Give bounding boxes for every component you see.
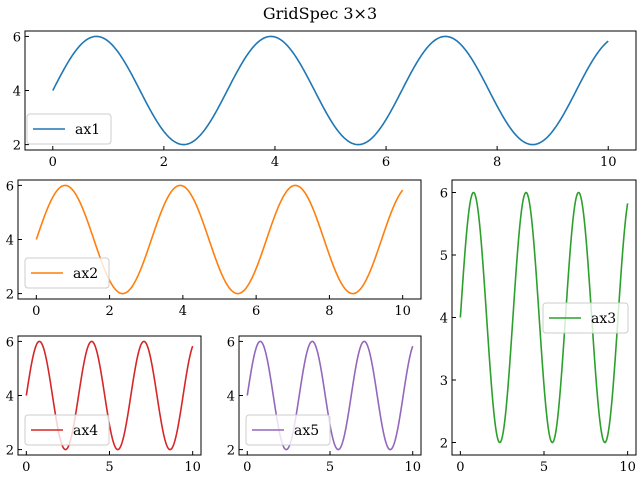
y-tick-label: 6 [6,335,14,350]
legend-box [542,302,629,334]
legend-label-ax3: ax3 [591,311,616,327]
legend-box [24,414,110,446]
axes-ax2: 0 2 4 6 8 10 2 4 6 ax2 [6,179,422,319]
x-tick-label: 10 [404,460,421,475]
legend-box [245,414,331,446]
x-tick-label: 6 [382,155,390,170]
y-tick-label: 2 [6,288,14,303]
y-tick-label: 2 [440,437,448,452]
x-tick-label: 4 [271,155,279,170]
legend-ax2: ax2 [24,257,110,289]
x-tick-label: 2 [105,304,113,319]
x-tick-label: 6 [252,304,260,319]
series-line-ax3 [459,191,629,444]
axes-ax1: 0 2 4 6 8 10 2 4 6 ax1 [13,30,637,170]
axes-ax5: 0 5 10 2 4 6 ax5 [227,335,422,475]
x-tick-label: 0 [32,304,40,319]
x-tick-label: 5 [540,460,548,475]
y-tick-label: 4 [227,390,235,405]
x-tick-label: 0 [22,460,30,475]
y-tick-label: 4 [6,234,14,249]
legend-box [24,257,110,289]
x-tick-label: 10 [394,304,411,319]
y-tick-label: 6 [6,179,14,194]
x-tick-label: 0 [456,460,464,475]
y-tick-label: 4 [13,85,21,100]
y-tick-label: 4 [6,390,14,405]
y-tick-label: 4 [440,312,448,327]
x-tick-label: 5 [105,460,113,475]
axes-ax4: 0 5 10 2 4 6 ax4 [6,335,202,475]
legend-box [26,113,112,145]
y-tick-label: 2 [13,139,21,154]
figure-title: GridSpec 3×3 [263,4,377,23]
y-tick-label: 5 [440,249,448,264]
x-tick-label: 2 [160,155,168,170]
y-tick-label: 6 [440,187,448,202]
legend-label-ax1: ax1 [75,122,100,138]
y-tick-label: 3 [440,374,448,389]
legend-label-ax5: ax5 [294,423,319,439]
series-line-ax2 [35,184,404,295]
axes-frame-ax1 [24,30,637,151]
x-tick-label: 8 [493,155,501,170]
legend-label-ax2: ax2 [73,266,98,282]
x-tick-label: 10 [619,460,636,475]
series-line-ax1 [52,35,609,146]
x-tick-label: 4 [179,304,187,319]
legend-ax5: ax5 [245,414,331,446]
x-tick-label: 10 [600,155,617,170]
x-tick-label: 0 [243,460,251,475]
y-tick-label: 2 [6,444,14,459]
x-tick-label: 8 [325,304,333,319]
x-tick-label: 0 [49,155,57,170]
legend-label-ax4: ax4 [73,423,98,439]
legend-ax1: ax1 [26,113,112,145]
legend-ax4: ax4 [24,414,110,446]
y-tick-label: 6 [227,335,235,350]
legend-ax3: ax3 [542,302,629,334]
x-tick-label: 5 [326,460,334,475]
axes-ax3: 0 5 10 2 3 4 5 6 ax3 [440,179,637,475]
y-tick-label: 2 [227,444,235,459]
x-tick-label: 10 [184,460,201,475]
y-tick-label: 6 [13,30,21,45]
